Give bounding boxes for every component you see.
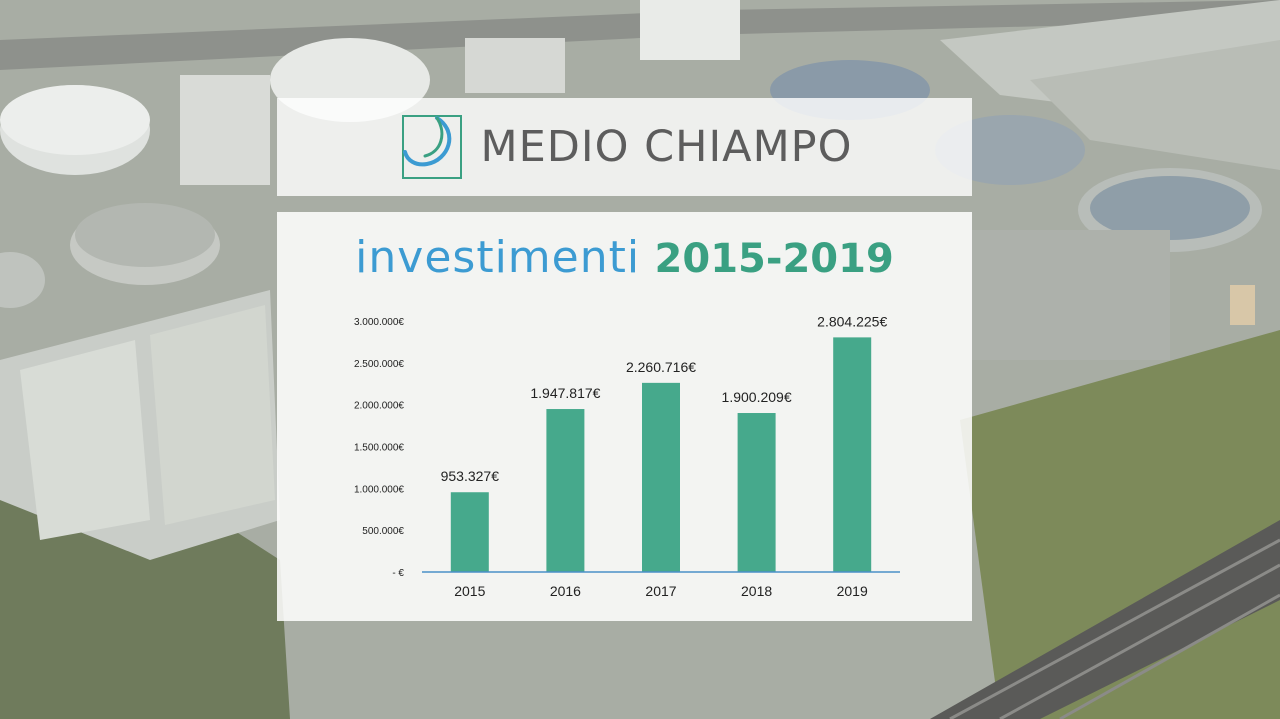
- y-tick-label: 2.000.000€: [354, 401, 404, 412]
- data-label: 2.260.716€: [626, 359, 696, 375]
- x-tick-label: 2015: [454, 583, 485, 599]
- y-tick-label: 500.000€: [362, 526, 404, 537]
- y-tick-label: 1.500.000€: [354, 443, 404, 454]
- bar-2019: [833, 337, 872, 572]
- bar-2016: [546, 409, 585, 572]
- y-tick-label: 1.000.000€: [354, 484, 404, 495]
- y-tick-label: 3.000.000€: [354, 317, 404, 328]
- data-label: 1.900.209€: [722, 389, 792, 405]
- investment-bar-chart: - € 500.000€ 1.000.000€ 1.500.000€ 2.000.000…: [354, 313, 900, 599]
- data-label: 2.804.225€: [817, 313, 887, 329]
- heading-word: investimenti: [355, 232, 641, 283]
- x-tick-label: 2017: [645, 583, 676, 599]
- y-tick-label: 2.500.000€: [354, 359, 404, 370]
- x-tick-label: 2018: [741, 583, 772, 599]
- y-tick-label: - €: [392, 568, 404, 579]
- data-label: 953.327€: [441, 468, 500, 484]
- x-tick-label: 2019: [837, 583, 868, 599]
- bar-2017: [642, 382, 680, 572]
- heading-years: 2015-2019: [654, 236, 894, 282]
- chart-panel: investimenti 2015-2019 - € 500.000€ 1.000.…: [277, 212, 972, 621]
- logo-banner: MEDIO CHIAMPO: [277, 98, 972, 196]
- bar-2018: [737, 413, 776, 572]
- data-label: 1.947.817€: [530, 385, 600, 401]
- chart-heading: investimenti 2015-2019: [277, 232, 972, 283]
- medio-chiampo-logo-icon: [401, 115, 462, 179]
- logo-wordmark: MEDIO CHIAMPO: [480, 122, 853, 172]
- bar-2015: [450, 492, 489, 572]
- x-tick-label: 2016: [550, 583, 581, 599]
